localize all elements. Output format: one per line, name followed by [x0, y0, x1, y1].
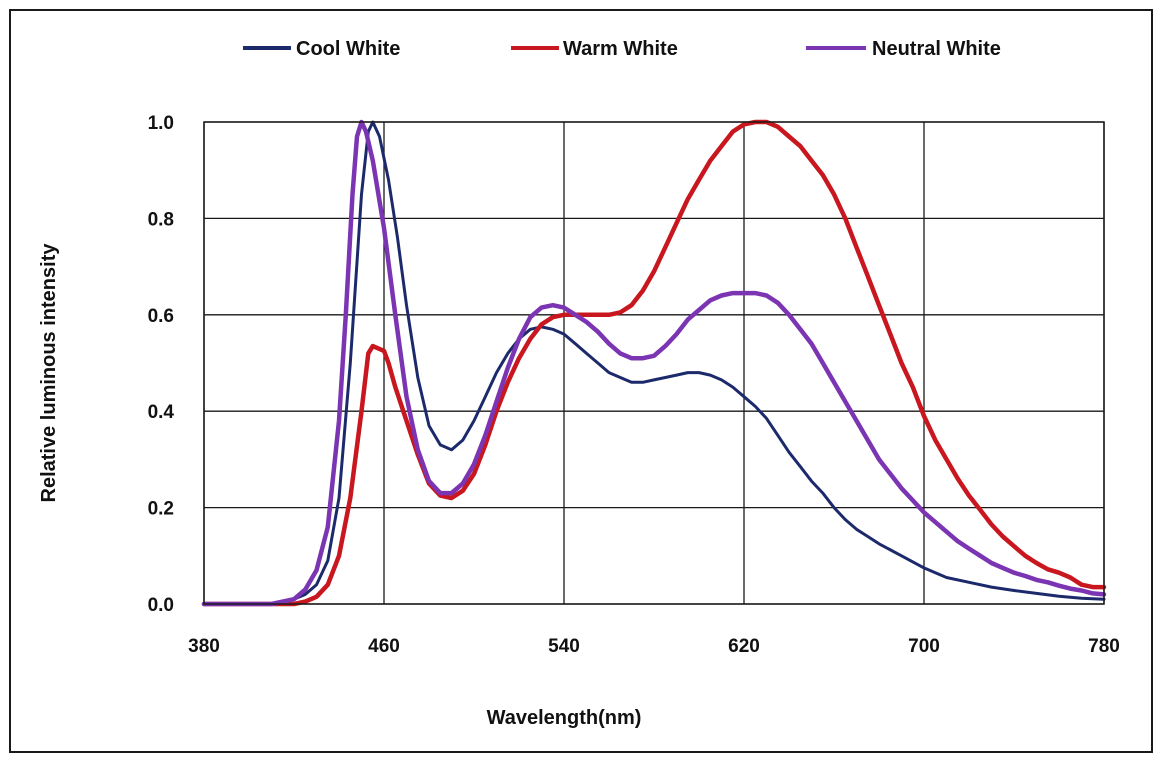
x-tick-label: 380 — [188, 636, 220, 657]
y-tick-label: 0.0 — [148, 595, 174, 616]
series-lines — [201, 119, 1107, 607]
chart-frame: Cool White Warm White Neutral White 380 460… — [9, 9, 1153, 753]
y-tick-label: 0.4 — [148, 402, 175, 423]
chart-svg: Cool White Warm White Neutral White 380 460… — [38, 38, 1120, 729]
y-tick-label: 0.6 — [148, 306, 174, 327]
x-tick-label: 460 — [368, 636, 400, 657]
series-line-cool-white — [202, 120, 1106, 606]
legend-label: Cool White — [296, 38, 400, 60]
series-line-neutral-white — [201, 119, 1107, 607]
series-line-warm-white — [201, 119, 1107, 607]
axis-ticks: 380 460 540 620 700 780 0.0 0.2 0.4 0.6 0.8 1.0 — [148, 113, 1120, 657]
x-tick-label: 620 — [728, 636, 760, 657]
legend-label: Warm White — [563, 38, 678, 60]
x-tick-label: 540 — [548, 636, 580, 657]
plot-grid — [203, 121, 1105, 605]
y-axis-label: Relative luminous intensity — [38, 243, 60, 503]
x-tick-label: 700 — [908, 636, 940, 657]
x-tick-label: 780 — [1088, 636, 1120, 657]
y-tick-label: 0.8 — [148, 209, 174, 230]
legend-label: Neutral White — [872, 38, 1001, 60]
x-axis-label: Wavelength(nm) — [487, 707, 642, 729]
y-tick-label: 0.2 — [148, 499, 174, 520]
legend: Cool White Warm White Neutral White — [243, 38, 1001, 60]
plot-area-border — [203, 121, 1105, 605]
y-tick-label: 1.0 — [148, 113, 174, 134]
